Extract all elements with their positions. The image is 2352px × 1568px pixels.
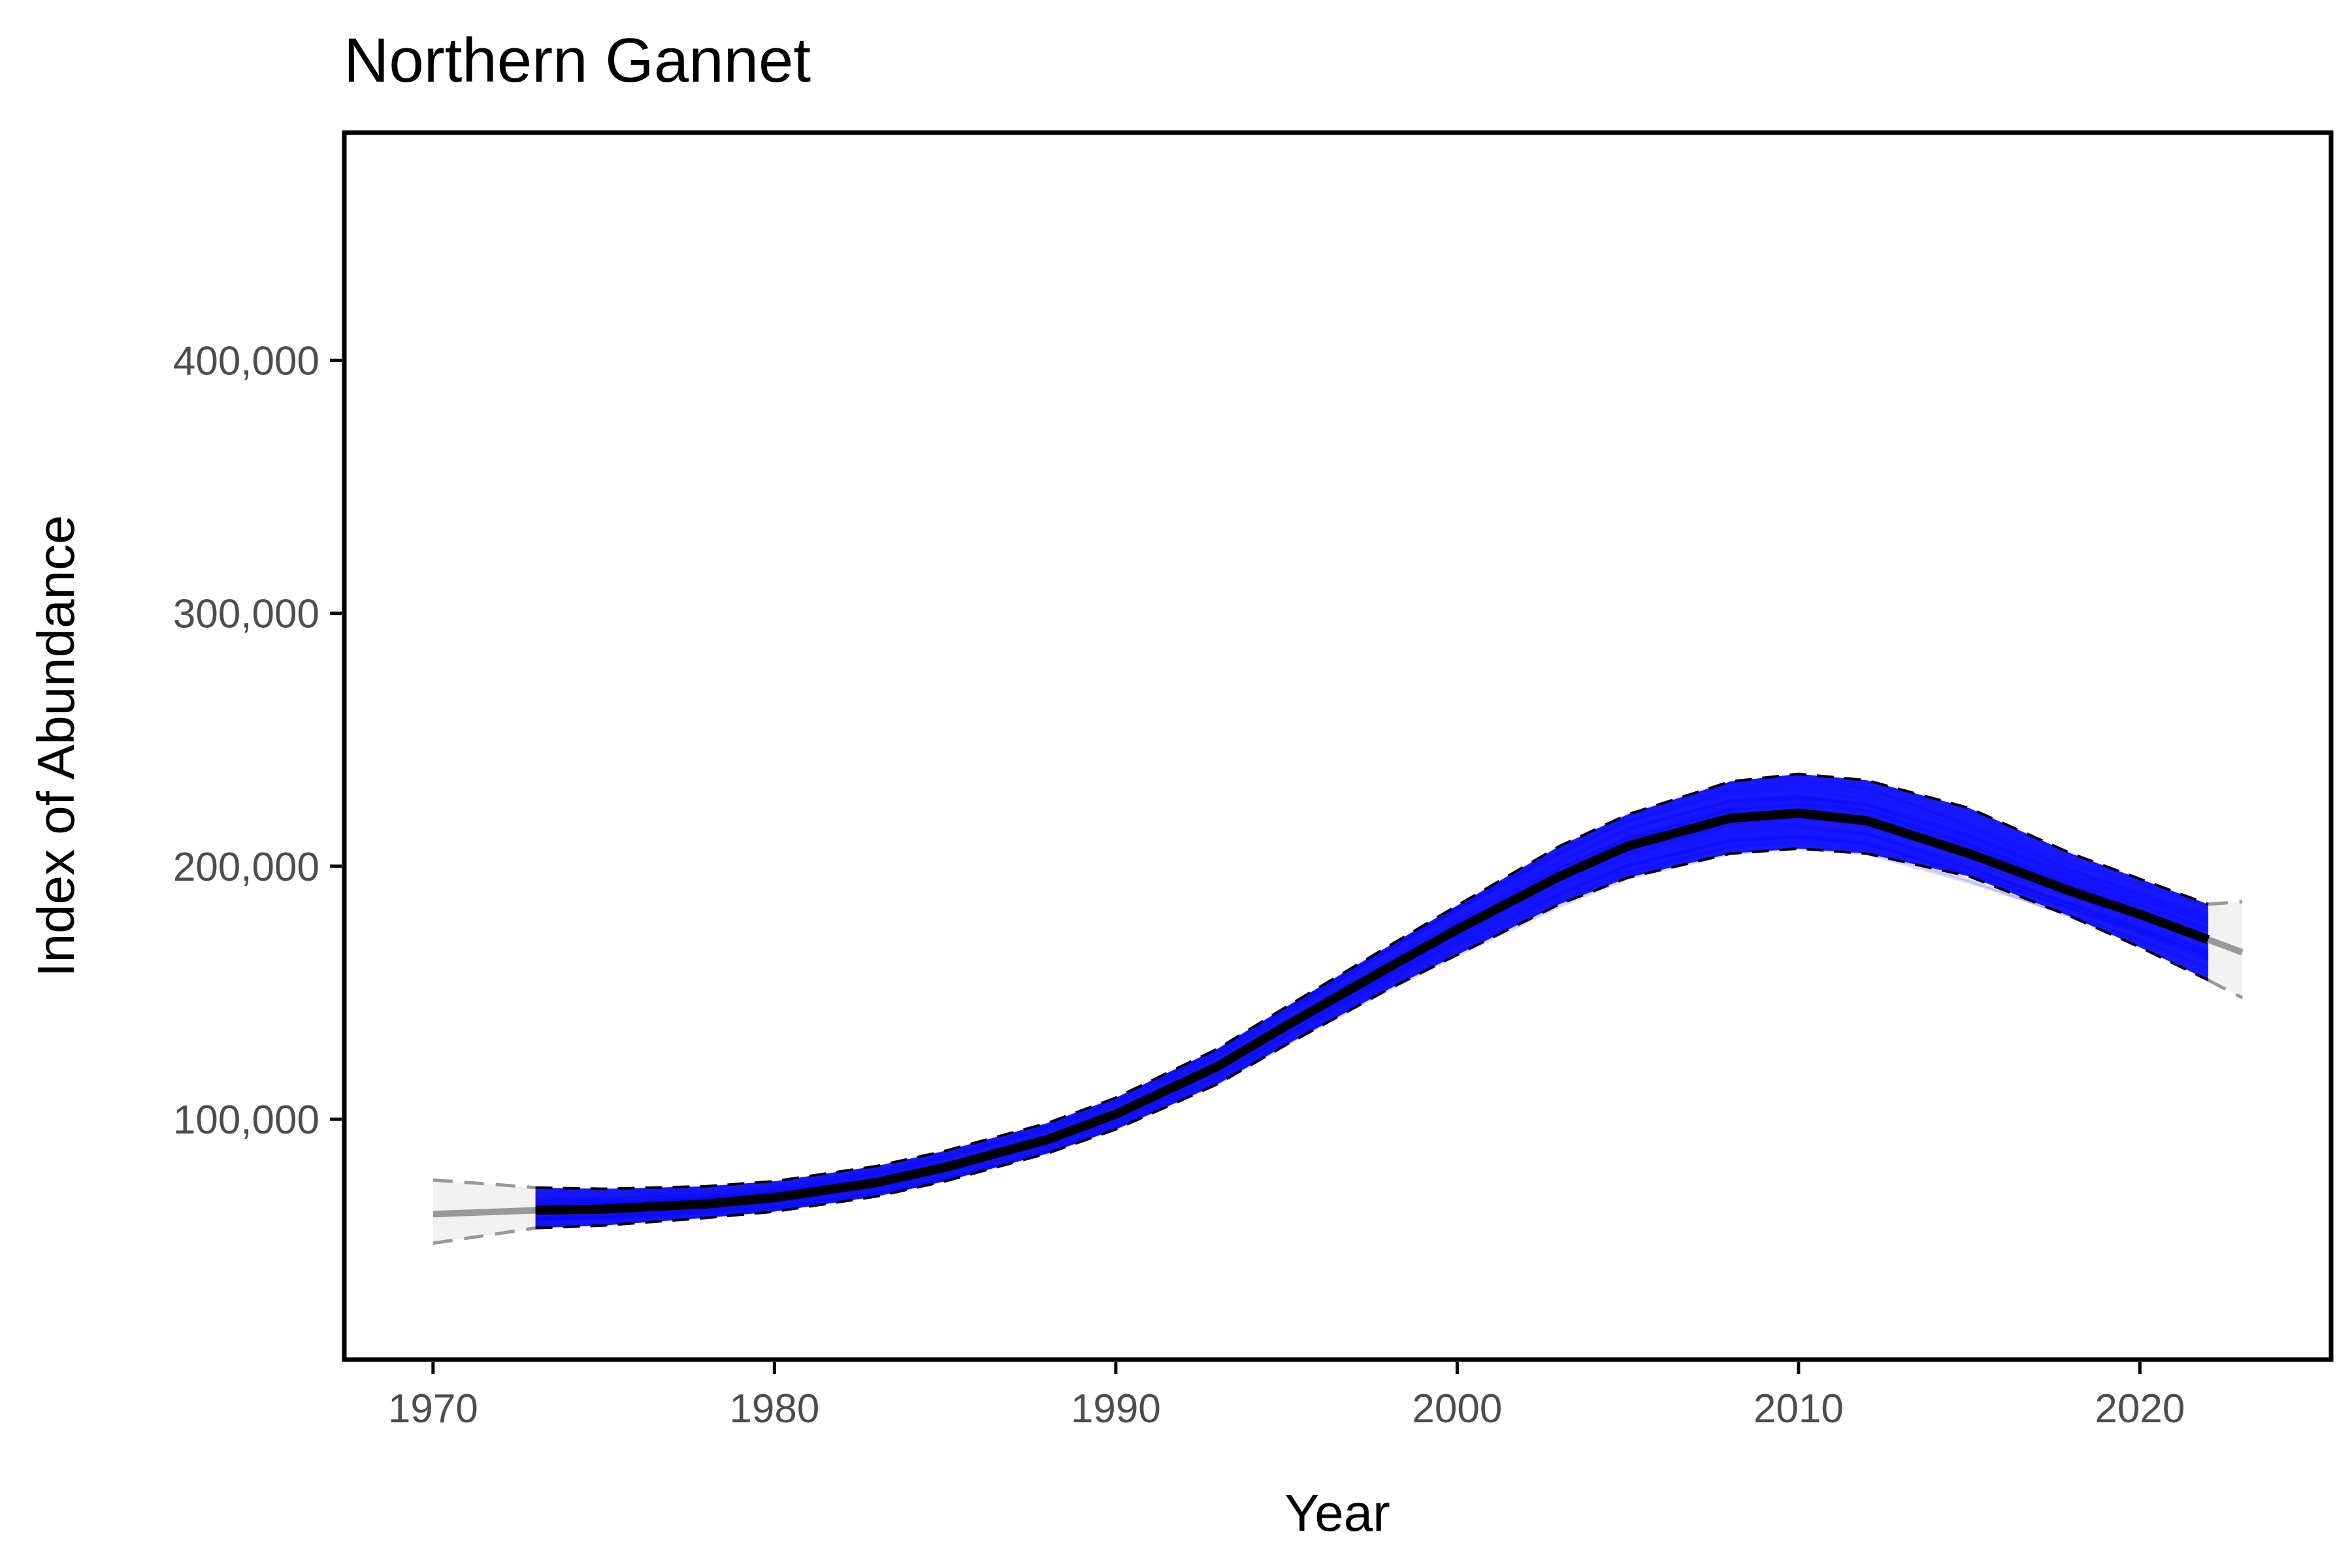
x-tick-label-1970: 1970 <box>388 1386 478 1431</box>
extrapolation-mean-line-1 <box>433 1207 536 1218</box>
posterior-sample-line <box>535 826 2209 1213</box>
posterior-sample-line <box>535 838 2209 1223</box>
posterior-sample-line <box>535 779 2209 1196</box>
lower-interval-line <box>535 847 2209 1230</box>
x-axis: 1970 1980 1990 2000 2010 2020 <box>388 1362 2185 1431</box>
extrapolation-upper-line-1 <box>433 1178 536 1190</box>
plot-frame <box>342 130 2334 1362</box>
chart-title: Northern Gannet <box>344 25 811 95</box>
x-tick-label-1990: 1990 <box>1071 1386 1161 1431</box>
y-tick-label-300000: 300,000 <box>173 592 319 637</box>
extrapolation-band-2 <box>2208 902 2243 998</box>
posterior-sample-line <box>535 825 2209 1220</box>
posterior-sample-line <box>535 830 2209 1221</box>
trend-line <box>535 808 2210 1215</box>
posterior-sample-line <box>535 834 2209 1218</box>
extrapolation-lower-line-1 <box>433 1226 536 1245</box>
posterior-sample-lines <box>535 774 2209 1228</box>
x-tick-label-2000: 2000 <box>1412 1386 1502 1431</box>
x-tick-label-1980: 1980 <box>729 1386 819 1431</box>
upper-interval-line <box>535 772 2209 1190</box>
y-tick-label-100000: 100,000 <box>173 1098 319 1143</box>
posterior-sample-line <box>535 835 2209 1220</box>
extrapolation-lines <box>433 900 2244 1245</box>
y-tick-label-200000: 200,000 <box>173 845 319 890</box>
posterior-sample-line <box>535 783 2209 1199</box>
x-tick-label-2010: 2010 <box>1754 1386 1844 1431</box>
credible-interval-lines <box>535 772 2209 1230</box>
x-tick-label-2020: 2020 <box>2095 1386 2185 1431</box>
posterior-sample-line <box>535 797 2209 1208</box>
posterior-sample-line <box>535 846 2209 1227</box>
extrapolation-mean-line-2 <box>2207 936 2244 956</box>
y-axis-label: Index of Abundance <box>27 515 85 977</box>
posterior-sample-line <box>535 834 2209 1223</box>
posterior-sample-line <box>535 787 2209 1201</box>
posterior-sample-line <box>535 822 2209 1221</box>
posterior-sample-line <box>535 804 2209 1207</box>
y-axis: 100,000 200,000 300,000 400,000 <box>173 338 342 1143</box>
extrapolation-lower-line-2 <box>2207 978 2244 1000</box>
posterior-sample-line <box>535 794 2209 1203</box>
extrapolation-upper-line-2 <box>2208 900 2243 906</box>
plot-area <box>433 772 2244 1245</box>
posterior-sample-line <box>535 841 2209 1228</box>
y-tick-label-400000: 400,000 <box>173 338 319 384</box>
x-axis-label: Year <box>1284 1484 1390 1542</box>
trend-lines <box>535 808 2210 1215</box>
